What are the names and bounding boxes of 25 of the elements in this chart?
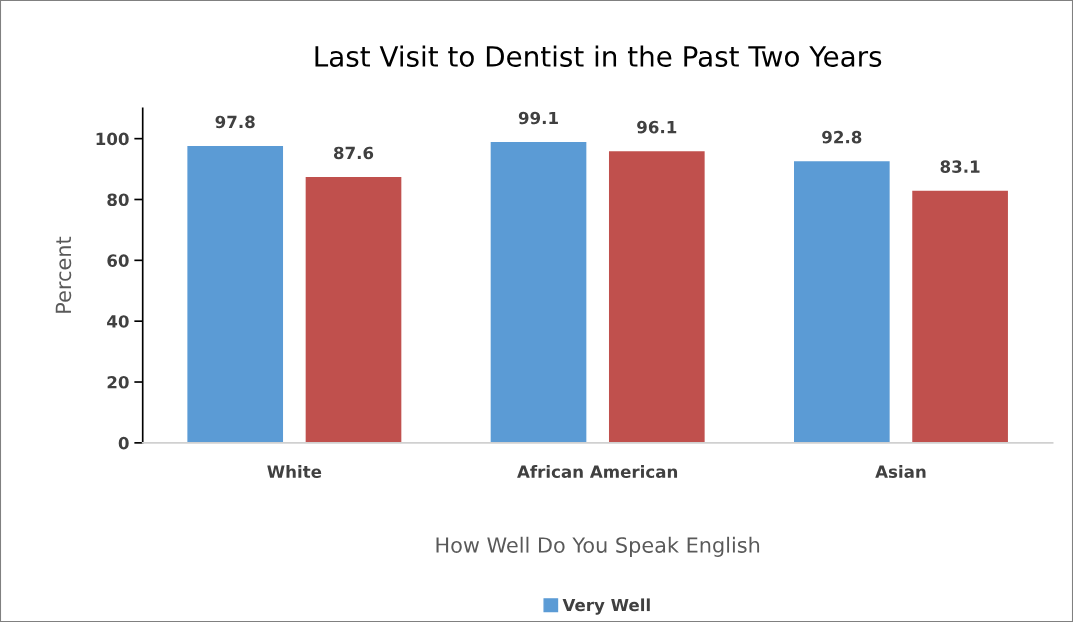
y-tick-label: 40 — [107, 315, 129, 328]
y-tick-label: 80 — [107, 193, 129, 207]
data-label: 92.8 — [822, 130, 862, 144]
x-tick-label: Asian — [875, 465, 926, 478]
data-label: 96.1 — [637, 120, 677, 134]
bar — [304, 175, 403, 443]
bar — [185, 144, 285, 443]
data-label: 99.1 — [518, 111, 558, 125]
bar — [792, 159, 892, 443]
data-label: 83.1 — [940, 160, 980, 173]
x-axis-title: How Well Do You Speak English — [436, 536, 760, 557]
x-tick-label: African American — [517, 465, 678, 478]
bar — [607, 149, 707, 443]
data-label: 97.8 — [215, 115, 255, 129]
legend-label: Very Well — [562, 598, 650, 615]
bar — [910, 189, 1010, 443]
x-tick-label: White — [267, 465, 322, 478]
data-label: 87.6 — [333, 146, 374, 160]
y-tick-label: 20 — [107, 375, 129, 389]
y-tick-label: 100 — [96, 132, 129, 146]
bar — [489, 140, 588, 443]
y-axis-title: Percent — [55, 236, 72, 313]
chart-title: Last Visit to Dentist in the Past Two Years — [315, 45, 882, 67]
y-tick-label: 0 — [118, 436, 129, 450]
y-tick-label: 60 — [107, 254, 129, 267]
